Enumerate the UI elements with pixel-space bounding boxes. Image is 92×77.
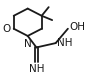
Text: O: O [3,24,11,34]
Text: OH: OH [70,22,86,32]
Text: NH: NH [57,38,73,48]
Text: NH: NH [29,64,44,74]
Text: N: N [24,39,32,49]
